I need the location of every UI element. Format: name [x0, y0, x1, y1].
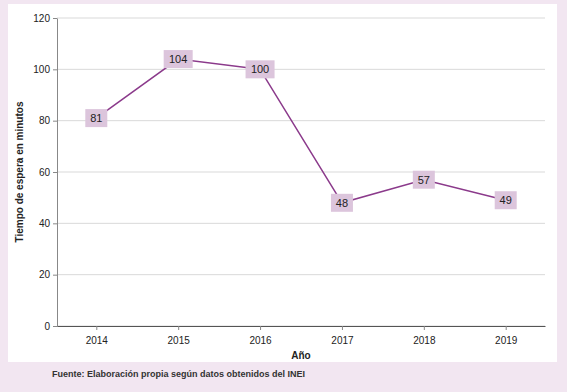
- y-tick-mark: [53, 69, 57, 70]
- y-tick: 0: [44, 321, 57, 332]
- y-axis: 0 20 40 60 80 100 120: [33, 13, 57, 332]
- y-tick-label: 100: [33, 64, 50, 75]
- data-label: 104: [169, 53, 187, 65]
- data-label: 81: [90, 112, 102, 124]
- x-tick-label: 2016: [249, 335, 272, 346]
- x-axis-title: Año: [291, 350, 310, 361]
- x-tick-label: 2014: [86, 335, 109, 346]
- chart: 0 20 40 60 80 100 120 2014 2015 2016 2017 2018 2019 8…: [0, 0, 567, 392]
- data-label-box: [495, 191, 517, 209]
- grid-line: [57, 172, 545, 173]
- y-tick-label: 120: [33, 13, 50, 24]
- data-label-box: [164, 50, 193, 68]
- y-tick-label: 80: [39, 115, 51, 126]
- series-line: [96, 59, 505, 203]
- x-tick-mark: [96, 326, 97, 330]
- y-tick-mark: [53, 172, 57, 173]
- y-axis-line: [57, 19, 58, 327]
- data-label-group: 49: [495, 191, 517, 209]
- x-tick-mark: [178, 326, 179, 330]
- x-tick: 2016: [249, 326, 272, 346]
- x-axis: 2014 2015 2016 2017 2018 2019: [58, 326, 546, 346]
- y-tick-label: 60: [39, 167, 51, 178]
- x-tick-mark: [424, 326, 425, 330]
- y-tick-mark: [53, 223, 57, 224]
- y-tick: 20: [39, 269, 57, 280]
- grid-line: [57, 120, 545, 121]
- data-label-group: 48: [331, 194, 353, 212]
- x-tick: 2014: [86, 326, 109, 346]
- grid: [57, 18, 545, 326]
- x-tick: 2017: [331, 326, 354, 346]
- y-tick: 100: [33, 64, 57, 75]
- grid-line: [57, 69, 545, 70]
- y-tick-mark: [53, 275, 57, 276]
- y-tick-label: 20: [39, 269, 51, 280]
- data-label-group: 57: [413, 171, 435, 189]
- grid-line: [57, 18, 545, 19]
- y-tick-mark: [53, 326, 57, 327]
- x-tick-label: 2019: [495, 335, 518, 346]
- x-tick-label: 2015: [168, 335, 191, 346]
- y-tick: 60: [39, 167, 57, 178]
- grid-line: [57, 223, 545, 224]
- data-label: 49: [500, 194, 512, 206]
- x-tick-mark: [260, 326, 261, 330]
- x-tick-mark: [506, 326, 507, 330]
- panel: [8, 4, 557, 362]
- y-tick: 80: [39, 115, 57, 126]
- x-tick-label: 2017: [331, 335, 354, 346]
- x-tick: 2018: [413, 326, 436, 346]
- y-tick: 40: [39, 218, 57, 229]
- y-tick-mark: [53, 18, 57, 19]
- plot-area: [96, 59, 505, 203]
- data-label-group: 104: [164, 50, 193, 68]
- grid-line: [57, 326, 545, 327]
- y-tick-label: 0: [44, 321, 50, 332]
- y-tick-mark: [53, 121, 57, 122]
- y-tick-label: 40: [39, 218, 51, 229]
- data-label-box: [331, 194, 353, 212]
- data-label: 48: [336, 197, 348, 209]
- data-label-box: [85, 109, 107, 127]
- source-note: Fuente: Elaboración propia según datos o…: [52, 369, 305, 379]
- grid-line: [57, 274, 545, 275]
- data-label: 100: [251, 63, 269, 75]
- x-axis-line: [58, 326, 546, 327]
- data-label-group: 81: [85, 109, 107, 127]
- data-label-box: [413, 171, 435, 189]
- x-tick: 2015: [168, 326, 191, 346]
- x-tick-label: 2018: [413, 335, 436, 346]
- data-labels: 81 104 100 48 57 49: [85, 50, 516, 212]
- y-axis-title: Tiempo de espera en minutos: [14, 101, 25, 242]
- x-tick: 2019: [495, 326, 518, 346]
- x-tick-mark: [342, 326, 343, 330]
- data-label-group: 100: [246, 60, 275, 78]
- data-label-box: [246, 60, 275, 78]
- data-label: 57: [418, 174, 430, 186]
- y-tick: 120: [33, 13, 57, 24]
